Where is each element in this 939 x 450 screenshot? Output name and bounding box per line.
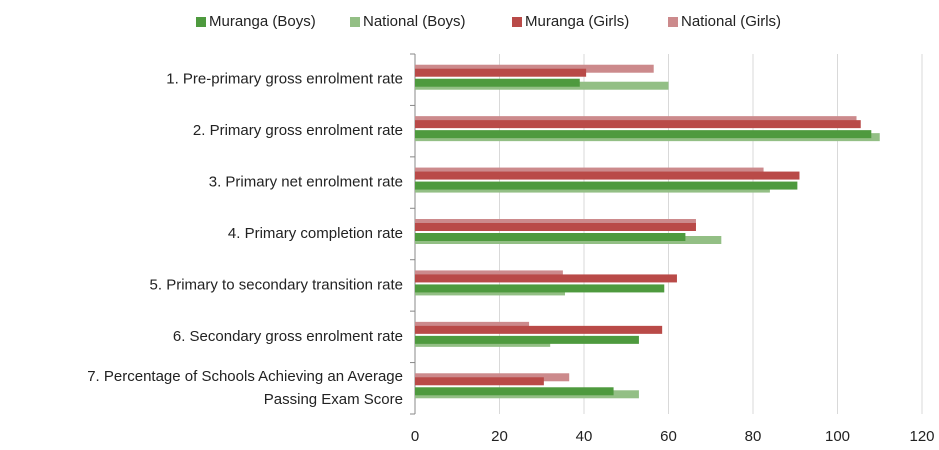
y-tick-label: 7. Percentage of Schools Achieving an Av… xyxy=(87,368,403,408)
legend-swatch xyxy=(196,17,206,27)
bar xyxy=(415,171,800,180)
bar xyxy=(415,223,696,231)
x-tick-label: 100 xyxy=(825,428,850,445)
bar xyxy=(415,78,580,87)
x-tick-label: 20 xyxy=(491,428,508,445)
legend-swatch xyxy=(668,17,678,27)
legend-swatch xyxy=(350,17,360,27)
x-tick-label: 60 xyxy=(660,428,677,445)
y-tick-label: 1. Pre-primary gross enrolment rate xyxy=(166,71,403,88)
bar xyxy=(415,284,665,293)
legend-label: Muranga (Girls) xyxy=(525,13,629,30)
x-tick-label: 0 xyxy=(411,428,419,445)
bar xyxy=(415,325,663,334)
y-tick-label: 3. Primary net enrolment rate xyxy=(209,174,403,191)
bar xyxy=(415,377,544,386)
bar xyxy=(415,181,798,190)
y-tick-label: 2. Primary gross enrolment rate xyxy=(193,122,403,139)
x-tick-label: 40 xyxy=(576,428,593,445)
legend-label: Muranga (Boys) xyxy=(209,13,316,30)
legend-label: National (Boys) xyxy=(363,13,466,30)
x-tick-label: 120 xyxy=(909,428,934,445)
bar xyxy=(415,120,861,129)
y-tick-label: 4. Primary completion rate xyxy=(228,225,403,242)
legend-label: National (Girls) xyxy=(681,13,781,30)
bar xyxy=(415,233,686,241)
y-tick-label: 5. Primary to secondary transition rate xyxy=(150,276,403,293)
x-tick-label: 80 xyxy=(745,428,762,445)
bar xyxy=(415,68,587,77)
bar xyxy=(415,130,872,139)
bar xyxy=(415,387,614,396)
bar xyxy=(415,335,639,344)
y-tick-label: 6. Secondary gross enrolment rate xyxy=(173,328,403,345)
bar xyxy=(415,274,677,283)
legend-swatch xyxy=(512,17,522,27)
